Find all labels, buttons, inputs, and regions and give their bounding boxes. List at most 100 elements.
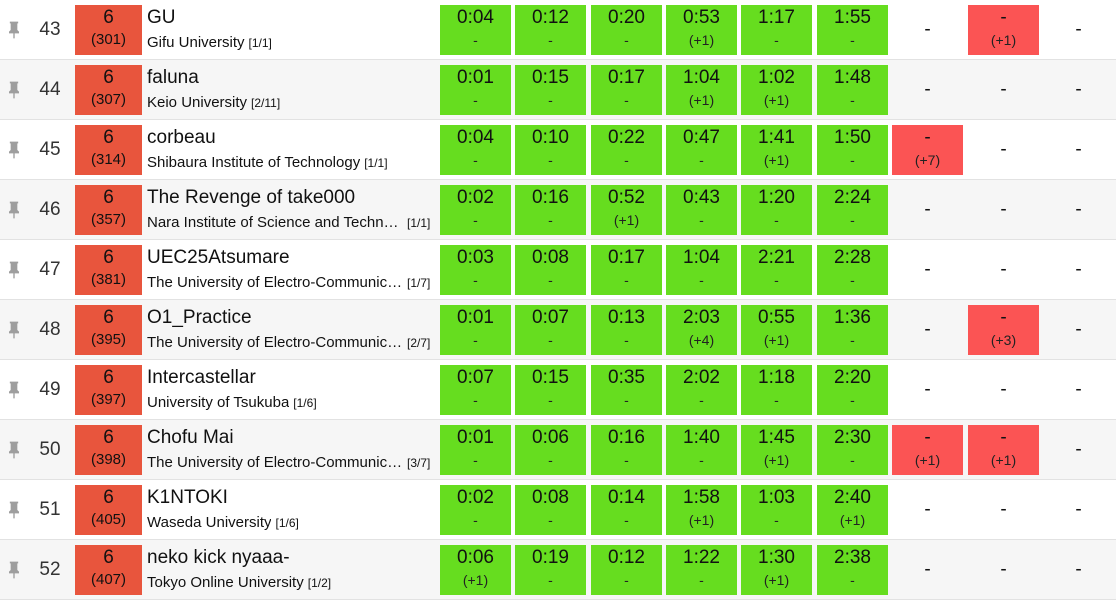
pin-icon[interactable]: [4, 500, 24, 520]
team-name[interactable]: O1_Practice: [147, 307, 252, 328]
team-row[interactable]: 45 6 (314) corbeau Shibaura Institute of Tec…: [0, 120, 1116, 180]
team-name[interactable]: corbeau: [147, 127, 216, 148]
problem-cell[interactable]: -: [1043, 305, 1114, 355]
problem-cell[interactable]: 2:28 -: [817, 245, 888, 295]
team-name[interactable]: faluna: [147, 67, 199, 88]
problem-cell[interactable]: 2:40 (+1): [817, 485, 888, 535]
problem-cell[interactable]: 0:02 -: [440, 485, 511, 535]
problem-cell[interactable]: 1:04 (+1): [666, 65, 737, 115]
problem-cell[interactable]: -: [968, 125, 1039, 175]
problem-cell[interactable]: -: [892, 5, 963, 55]
problem-cell[interactable]: 2:24 -: [817, 185, 888, 235]
problem-cell[interactable]: 0:01 -: [440, 425, 511, 475]
problem-cell[interactable]: 1:02 (+1): [741, 65, 812, 115]
problem-cell[interactable]: -: [892, 485, 963, 535]
problem-cell[interactable]: 1:41 (+1): [741, 125, 812, 175]
problem-cell[interactable]: 0:43 -: [666, 185, 737, 235]
problem-cell[interactable]: 0:47 -: [666, 125, 737, 175]
team-row[interactable]: 47 6 (381) UEC25Atsumare The University of E…: [0, 240, 1116, 300]
problem-cell[interactable]: - (+1): [892, 425, 963, 475]
problem-cell[interactable]: -: [892, 185, 963, 235]
team-name[interactable]: The Revenge of take000: [147, 187, 356, 208]
problem-cell[interactable]: 1:17 -: [741, 5, 812, 55]
problem-cell[interactable]: 0:06 -: [515, 425, 586, 475]
problem-cell[interactable]: 0:08 -: [515, 485, 586, 535]
team-row[interactable]: 48 6 (395) O1_Practice The University of Ele…: [0, 300, 1116, 360]
problem-cell[interactable]: 0:03 -: [440, 245, 511, 295]
team-row[interactable]: 44 6 (307) faluna Keio University [2/11] 0:01 -…: [0, 60, 1116, 120]
problem-cell[interactable]: 0:08 -: [515, 245, 586, 295]
problem-cell[interactable]: - (+1): [968, 425, 1039, 475]
problem-cell[interactable]: 1:55 -: [817, 5, 888, 55]
problem-cell[interactable]: 0:01 -: [440, 305, 511, 355]
problem-cell[interactable]: 0:19 -: [515, 545, 586, 595]
team-row[interactable]: 43 6 (301) GU Gifu University [1/1] 0:04 - 0:12 -…: [0, 0, 1116, 60]
team-name[interactable]: K1NTOKI: [147, 487, 228, 508]
problem-cell[interactable]: 1:50 -: [817, 125, 888, 175]
problem-cell[interactable]: -: [1043, 5, 1114, 55]
problem-cell[interactable]: - (+1): [968, 5, 1039, 55]
problem-cell[interactable]: 0:20 -: [591, 5, 662, 55]
problem-cell[interactable]: 2:02 -: [666, 365, 737, 415]
problem-cell[interactable]: 1:30 (+1): [741, 545, 812, 595]
problem-cell[interactable]: -: [968, 545, 1039, 595]
team-name[interactable]: Intercastellar: [147, 367, 256, 388]
problem-cell[interactable]: 2:21 -: [741, 245, 812, 295]
problem-cell[interactable]: 0:01 -: [440, 65, 511, 115]
problem-cell[interactable]: 0:15 -: [515, 365, 586, 415]
problem-cell[interactable]: 0:12 -: [591, 545, 662, 595]
problem-cell[interactable]: 0:17 -: [591, 65, 662, 115]
problem-cell[interactable]: 0:55 (+1): [741, 305, 812, 355]
problem-cell[interactable]: 0:35 -: [591, 365, 662, 415]
problem-cell[interactable]: -: [1043, 365, 1114, 415]
team-name[interactable]: neko kick nyaaa-: [147, 547, 290, 568]
pin-icon[interactable]: [4, 560, 24, 580]
problem-cell[interactable]: -: [968, 65, 1039, 115]
problem-cell[interactable]: 0:10 -: [515, 125, 586, 175]
problem-cell[interactable]: -: [1043, 65, 1114, 115]
problem-cell[interactable]: 0:14 -: [591, 485, 662, 535]
problem-cell[interactable]: 0:04 -: [440, 125, 511, 175]
problem-cell[interactable]: -: [1043, 185, 1114, 235]
problem-cell[interactable]: 1:20 -: [741, 185, 812, 235]
problem-cell[interactable]: 1:18 -: [741, 365, 812, 415]
problem-cell[interactable]: 0:04 -: [440, 5, 511, 55]
problem-cell[interactable]: -: [892, 245, 963, 295]
team-name[interactable]: GU: [147, 7, 176, 28]
problem-cell[interactable]: 0:53 (+1): [666, 5, 737, 55]
problem-cell[interactable]: 1:45 (+1): [741, 425, 812, 475]
problem-cell[interactable]: -: [968, 185, 1039, 235]
problem-cell[interactable]: 0:12 -: [515, 5, 586, 55]
problem-cell[interactable]: 1:36 -: [817, 305, 888, 355]
problem-cell[interactable]: 0:15 -: [515, 65, 586, 115]
problem-cell[interactable]: 0:06 (+1): [440, 545, 511, 595]
pin-icon[interactable]: [4, 380, 24, 400]
problem-cell[interactable]: -: [1043, 545, 1114, 595]
problem-cell[interactable]: -: [892, 365, 963, 415]
pin-icon[interactable]: [4, 20, 24, 40]
pin-icon[interactable]: [4, 80, 24, 100]
team-row[interactable]: 46 6 (357) The Revenge of take000 Nara Insti…: [0, 180, 1116, 240]
problem-cell[interactable]: 2:03 (+4): [666, 305, 737, 355]
problem-cell[interactable]: -: [892, 545, 963, 595]
problem-cell[interactable]: 1:04 -: [666, 245, 737, 295]
problem-cell[interactable]: -: [1043, 245, 1114, 295]
pin-icon[interactable]: [4, 140, 24, 160]
problem-cell[interactable]: 2:20 -: [817, 365, 888, 415]
team-row[interactable]: 51 6 (405) K1NTOKI Waseda University [1/6] 0:0…: [0, 480, 1116, 540]
problem-cell[interactable]: -: [1043, 125, 1114, 175]
problem-cell[interactable]: 0:13 -: [591, 305, 662, 355]
problem-cell[interactable]: - (+7): [892, 125, 963, 175]
problem-cell[interactable]: -: [968, 485, 1039, 535]
problem-cell[interactable]: 0:02 -: [440, 185, 511, 235]
problem-cell[interactable]: 0:16 -: [591, 425, 662, 475]
pin-icon[interactable]: [4, 260, 24, 280]
problem-cell[interactable]: 1:40 -: [666, 425, 737, 475]
problem-cell[interactable]: 0:22 -: [591, 125, 662, 175]
problem-cell[interactable]: 0:07 -: [440, 365, 511, 415]
problem-cell[interactable]: 0:07 -: [515, 305, 586, 355]
problem-cell[interactable]: 1:22 -: [666, 545, 737, 595]
team-name[interactable]: UEC25Atsumare: [147, 247, 290, 268]
problem-cell[interactable]: 2:38 -: [817, 545, 888, 595]
pin-icon[interactable]: [4, 200, 24, 220]
